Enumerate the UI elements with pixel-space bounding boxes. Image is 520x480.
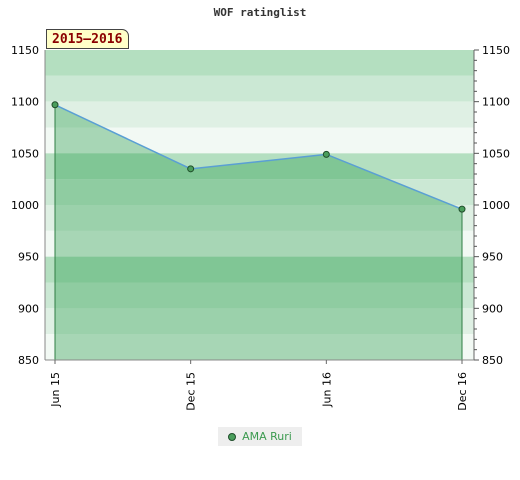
background-band xyxy=(45,334,474,360)
y-tick-label-left: 900 xyxy=(18,302,39,315)
y-tick-label-right: 1100 xyxy=(482,96,510,109)
x-tick-label: Dec 15 xyxy=(185,372,198,411)
y-tick-label-left: 1000 xyxy=(11,199,39,212)
x-tick-label: Dec 16 xyxy=(456,372,469,411)
y-tick-label-left: 850 xyxy=(18,354,39,367)
background-band xyxy=(45,50,474,76)
data-point xyxy=(458,205,466,213)
data-marks xyxy=(51,101,466,213)
background-bands xyxy=(45,50,474,360)
background-band xyxy=(45,282,474,309)
chart-title: WOF ratinglist xyxy=(213,6,307,19)
y-tick-label-left: 950 xyxy=(18,251,39,264)
y-tick-label-left: 1100 xyxy=(11,96,39,109)
data-point xyxy=(322,150,330,158)
tick-labels: 850 850 900 900 950 950 1000 1000 1050 1050 1100 11… xyxy=(11,44,510,411)
legend[interactable]: AMA Ruri xyxy=(218,427,302,446)
background-band xyxy=(45,75,474,102)
background-band xyxy=(45,230,474,257)
y-tick-label-right: 1150 xyxy=(482,44,510,57)
y-tick-label-left: 1150 xyxy=(11,44,39,57)
y-tick-label-right: 900 xyxy=(482,302,503,315)
x-tick-label: Jun 16 xyxy=(320,372,333,408)
period-label: 2015–2016 xyxy=(46,29,130,49)
background-band xyxy=(45,179,474,205)
background-band xyxy=(45,127,474,154)
x-tick-label: Jun 15 xyxy=(49,372,62,408)
y-tick-label-right: 1000 xyxy=(482,199,510,212)
y-tick-label-left: 1050 xyxy=(11,147,39,160)
y-tick-label-right: 850 xyxy=(482,354,503,367)
background-band xyxy=(45,205,474,231)
legend-marker xyxy=(228,432,237,441)
y-tick-label-right: 1050 xyxy=(482,147,510,160)
background-band xyxy=(45,256,474,283)
background-band xyxy=(45,308,474,335)
data-point xyxy=(51,101,59,109)
background-band xyxy=(45,153,474,180)
legend-series-label: AMA Ruri xyxy=(242,430,292,443)
y-tick-label-right: 950 xyxy=(482,251,503,264)
axes xyxy=(44,49,479,364)
background-band xyxy=(45,101,474,128)
series-line xyxy=(54,104,463,210)
data-point xyxy=(187,165,195,173)
